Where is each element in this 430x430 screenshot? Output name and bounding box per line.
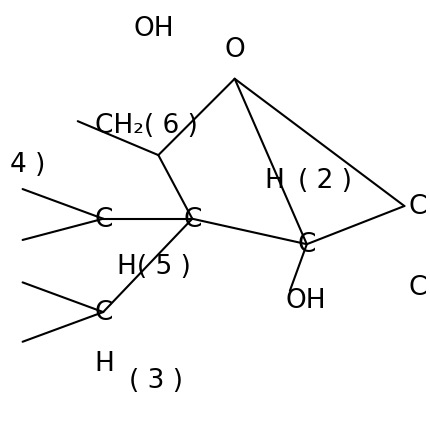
Text: ( 3 ): ( 3 ) — [128, 367, 182, 393]
Text: C: C — [408, 274, 426, 300]
Text: C: C — [408, 194, 426, 219]
Text: H: H — [95, 350, 114, 376]
Text: OH: OH — [133, 15, 174, 41]
Text: O: O — [224, 37, 245, 63]
Text: ( 2 ): ( 2 ) — [298, 168, 351, 194]
Text: H( 5 ): H( 5 ) — [117, 253, 190, 279]
Text: 4 ): 4 ) — [10, 151, 45, 177]
Text: CH₂( 6 ): CH₂( 6 ) — [95, 113, 197, 139]
Text: H: H — [264, 168, 284, 194]
Text: C: C — [183, 206, 201, 232]
Text: C: C — [94, 299, 112, 326]
Text: C: C — [94, 206, 112, 232]
Text: OH: OH — [285, 287, 326, 313]
Text: C: C — [297, 232, 315, 258]
